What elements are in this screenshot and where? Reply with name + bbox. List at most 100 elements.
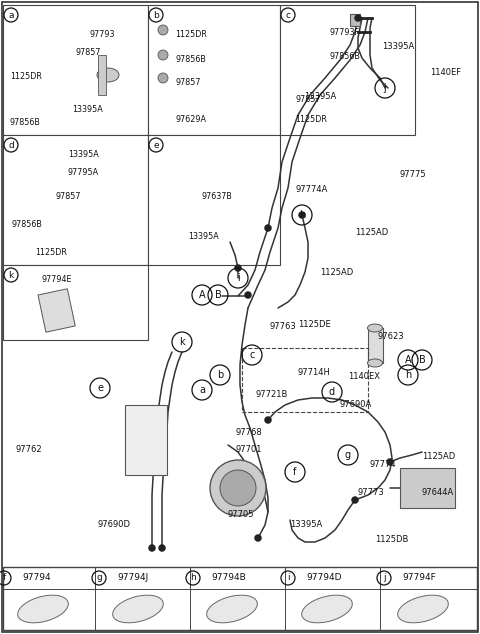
- Text: 97644A: 97644A: [422, 488, 454, 497]
- Bar: [242, 348, 368, 412]
- Text: 97794B: 97794B: [211, 574, 246, 583]
- Text: 1125DR: 1125DR: [35, 248, 67, 257]
- Text: 97721B: 97721B: [255, 390, 288, 399]
- Text: 13395A: 13395A: [188, 232, 219, 241]
- Text: 97774: 97774: [370, 460, 396, 469]
- Bar: [368, 328, 383, 363]
- Ellipse shape: [301, 595, 352, 623]
- Text: i: i: [287, 574, 289, 583]
- Text: 1140EX: 1140EX: [348, 372, 380, 381]
- Circle shape: [158, 50, 168, 60]
- Text: a: a: [8, 11, 14, 20]
- Bar: [3, 567, 477, 630]
- Bar: [148, 5, 280, 135]
- Text: 97794D: 97794D: [306, 574, 341, 583]
- Text: 13395A: 13395A: [72, 105, 103, 114]
- Text: 97690A: 97690A: [340, 400, 372, 409]
- Text: 97794F: 97794F: [402, 574, 436, 583]
- Circle shape: [386, 458, 394, 465]
- Text: 97856B: 97856B: [12, 220, 43, 229]
- Text: B: B: [215, 290, 221, 300]
- Ellipse shape: [207, 595, 257, 623]
- Text: 97857: 97857: [175, 78, 201, 87]
- Bar: [400, 468, 455, 508]
- Text: 97690D: 97690D: [98, 520, 131, 529]
- Circle shape: [148, 545, 156, 552]
- Circle shape: [355, 15, 361, 22]
- Text: 97857: 97857: [295, 95, 321, 104]
- Text: 1125AD: 1125AD: [355, 228, 388, 237]
- Text: 97793F: 97793F: [330, 28, 360, 37]
- Ellipse shape: [368, 359, 383, 367]
- Text: 1125DR: 1125DR: [175, 30, 207, 39]
- Circle shape: [254, 534, 262, 541]
- Text: j: j: [383, 574, 385, 583]
- Circle shape: [158, 73, 168, 83]
- Bar: [98, 55, 106, 95]
- Text: d: d: [8, 141, 14, 150]
- Text: 1125DR: 1125DR: [295, 115, 327, 124]
- Text: i: i: [237, 273, 240, 283]
- Bar: [125, 405, 167, 475]
- Circle shape: [210, 460, 266, 516]
- Text: f: f: [293, 467, 297, 477]
- Text: 1125DR: 1125DR: [10, 72, 42, 81]
- Ellipse shape: [18, 595, 68, 623]
- Circle shape: [220, 470, 256, 506]
- Text: 1125DB: 1125DB: [375, 535, 408, 544]
- Text: e: e: [153, 141, 159, 150]
- Text: 97714H: 97714H: [298, 368, 331, 377]
- Circle shape: [235, 264, 241, 271]
- Ellipse shape: [368, 324, 383, 332]
- Text: 97768: 97768: [235, 428, 262, 437]
- Text: h: h: [405, 370, 411, 380]
- Text: A: A: [405, 355, 411, 365]
- Text: 13395A: 13395A: [68, 150, 99, 159]
- Text: g: g: [96, 574, 102, 583]
- Text: 97623: 97623: [378, 332, 405, 341]
- Circle shape: [299, 212, 305, 219]
- Text: 97763: 97763: [270, 322, 297, 331]
- Circle shape: [244, 292, 252, 299]
- Text: 97856B: 97856B: [330, 52, 361, 61]
- Text: d: d: [329, 387, 335, 397]
- Text: 97794J: 97794J: [117, 574, 148, 583]
- Text: A: A: [199, 290, 205, 300]
- Text: k: k: [179, 337, 185, 347]
- Text: e: e: [97, 383, 103, 393]
- Bar: [3, 135, 148, 265]
- Bar: [3, 265, 148, 340]
- Text: 97773: 97773: [358, 488, 385, 497]
- Text: 97762: 97762: [15, 445, 42, 454]
- Circle shape: [264, 417, 272, 424]
- Bar: [350, 14, 360, 26]
- Bar: [38, 288, 75, 332]
- Text: h: h: [190, 574, 196, 583]
- Text: 13395A: 13395A: [304, 92, 336, 101]
- Text: 13395A: 13395A: [382, 42, 414, 51]
- Text: f: f: [2, 574, 6, 583]
- Text: j: j: [384, 83, 386, 93]
- Text: 97856B: 97856B: [175, 55, 206, 64]
- Text: 97795A: 97795A: [68, 168, 99, 177]
- Text: B: B: [419, 355, 425, 365]
- Text: a: a: [199, 385, 205, 395]
- Text: b: b: [217, 370, 223, 380]
- Circle shape: [351, 496, 359, 503]
- Bar: [280, 5, 415, 135]
- Text: c: c: [286, 11, 290, 20]
- Bar: [148, 135, 280, 265]
- Text: k: k: [8, 271, 13, 280]
- Text: 97856B: 97856B: [10, 118, 41, 127]
- Text: b: b: [153, 11, 159, 20]
- Text: g: g: [345, 450, 351, 460]
- Text: 97705: 97705: [228, 510, 254, 519]
- Text: 97701: 97701: [235, 445, 262, 454]
- Text: 97794: 97794: [22, 574, 50, 583]
- Text: 1125AD: 1125AD: [320, 268, 353, 277]
- Text: 97775: 97775: [400, 170, 427, 179]
- Text: 97794E: 97794E: [42, 275, 72, 284]
- Bar: [3, 5, 148, 135]
- Text: 13395A: 13395A: [290, 520, 322, 529]
- Text: 97857: 97857: [55, 192, 81, 201]
